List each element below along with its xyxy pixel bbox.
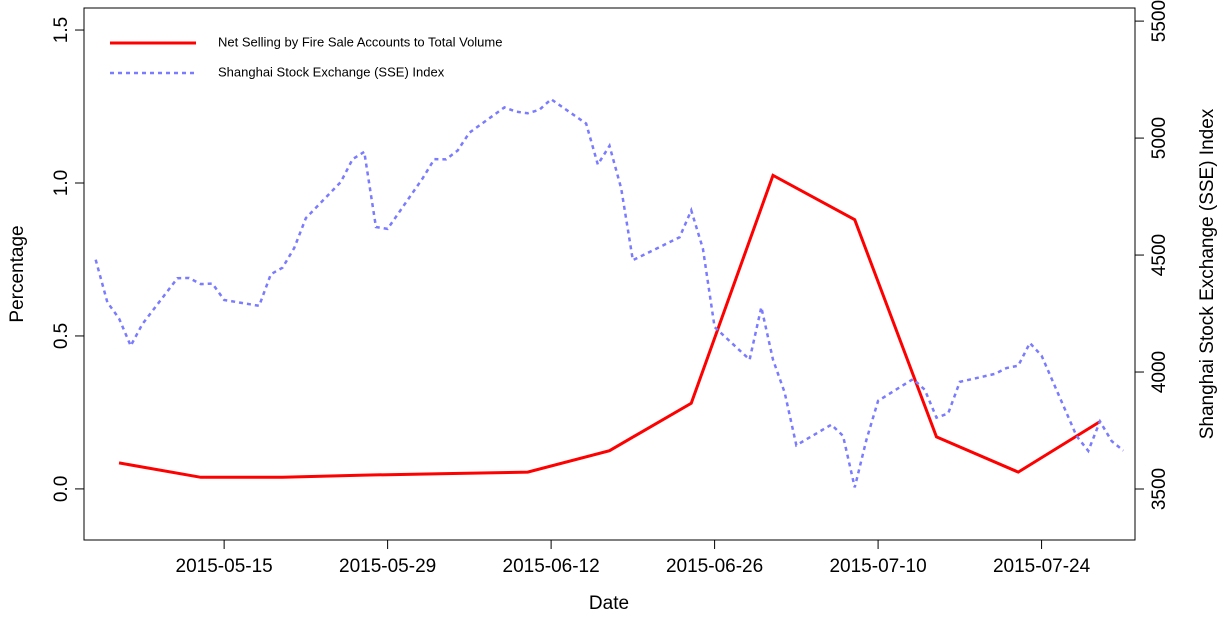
y2-tick-label: 4000 <box>1149 351 1170 393</box>
x-tick-label: 2015-07-10 <box>829 556 926 577</box>
x-tick-label: 2015-05-15 <box>176 556 273 577</box>
x-tick-label: 2015-06-26 <box>666 556 763 577</box>
y2-tick-label: 4500 <box>1149 234 1170 276</box>
plot-frame <box>83 7 1136 541</box>
y-tick-label: 0.5 <box>51 323 72 349</box>
y2-tick-label: 3500 <box>1149 468 1170 510</box>
y-tick-label: 1.5 <box>51 17 72 43</box>
y2-axis-title: Shanghai Stock Exchange (SSE) Index <box>1197 108 1218 439</box>
x-tick-label: 2015-06-12 <box>503 556 600 577</box>
legend-label: Net Selling by Fire Sale Accounts to Tot… <box>218 34 502 49</box>
y-axis-title: Percentage <box>7 225 28 322</box>
x-tick-label: 2015-07-24 <box>993 556 1091 577</box>
series-line <box>118 173 1101 479</box>
y2-tick-label: 5000 <box>1149 117 1170 159</box>
y2-tick-label: 5500 <box>1149 0 1170 42</box>
series-line <box>94 97 1125 488</box>
legend-label: Shanghai Stock Exchange (SSE) Index <box>218 64 445 79</box>
x-tick-label: 2015-05-29 <box>339 556 436 577</box>
x-axis-title: Date <box>589 593 629 614</box>
y-tick-label: 1.0 <box>51 170 72 196</box>
y-tick-label: 0.0 <box>51 476 72 502</box>
